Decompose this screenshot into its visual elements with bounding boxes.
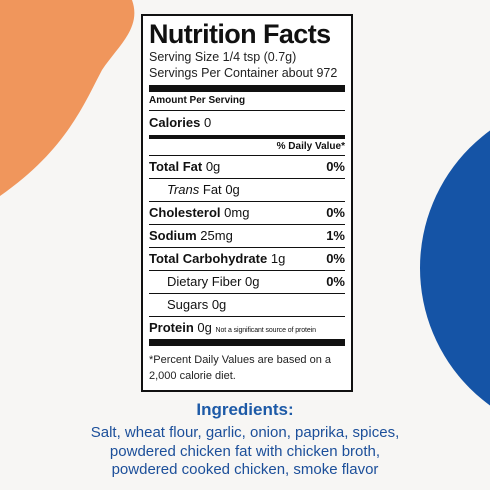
ingredients-line: Salt, wheat flour, garlic, onion, paprik… (90, 424, 400, 441)
nutrient-amount: 0g (197, 320, 212, 335)
nutrient-amount: 0g (225, 182, 240, 197)
nutrient-label: Sodium (149, 228, 197, 243)
nutrient-left: Dietary Fiber 0g (149, 271, 260, 293)
nutrient-amount: 0mg (224, 205, 250, 220)
daily-value-text: % Daily Value* (276, 141, 345, 152)
calories-label: Calories (149, 115, 201, 130)
thick-rule (149, 339, 345, 346)
nutrient-amount: 25mg (200, 228, 233, 243)
nutrient-left: Sugars 0g (149, 294, 226, 316)
blue-circle (420, 130, 490, 406)
footnote: *Percent Daily Values are based on a 2,0… (149, 354, 332, 382)
nutrient-left: Total Carbohydrate 1g (149, 248, 285, 270)
nutrient-label-italic: Trans (167, 182, 200, 197)
nutrient-label: Dietary Fiber (167, 274, 242, 289)
nutrient-row: Trans Fat 0g (149, 179, 345, 202)
nutrient-left: Total Fat 0g (149, 156, 220, 178)
ingredients-text: Salt, wheat flour, garlic, onion, paprik… (0, 424, 490, 480)
daily-value: 0% (326, 205, 345, 220)
nutrition-label: Nutrition Facts Serving Size 1/4 tsp (0.… (141, 14, 353, 392)
serving-size: Serving Size 1/4 tsp (0.7g) (149, 50, 297, 64)
nutrient-left: Protein 0g Not a significant source of p… (149, 317, 316, 342)
nutrient-rows: Total Fat 0g 0% Trans Fat 0g Cholesterol 0m… (149, 156, 345, 339)
nutrient-row: Dietary Fiber 0g 0% (149, 271, 345, 294)
nutrient-amount: 0g (211, 297, 227, 312)
nutrient-row: Protein 0g Not a significant source of p… (149, 317, 345, 339)
ingredients-title: Ingredients: (196, 400, 294, 419)
nutrient-label: Protein (149, 320, 194, 335)
nutrient-left: Cholesterol 0mg (149, 202, 249, 224)
nutrient-row: Cholesterol 0mg 0% (149, 202, 345, 225)
daily-value: 1% (326, 228, 345, 243)
nutrient-label: Total Fat (149, 159, 203, 174)
ingredients-line: powdered chicken fat with chicken broth, (109, 442, 381, 460)
nutrient-left: Trans Fat 0g (149, 179, 240, 201)
label-title: Nutrition Facts (149, 19, 331, 49)
nutrient-label: Fat (202, 182, 222, 197)
nutrient-label: Total Carbohydrate (149, 251, 268, 266)
nutrient-amount: 0g (205, 159, 221, 174)
nutrient-amount: 0g (245, 274, 260, 289)
daily-value: 0% (326, 251, 345, 266)
daily-value: 0% (326, 159, 345, 174)
nutrient-row: Total Carbohydrate 1g 0% (149, 248, 345, 271)
calories-row: Calories 0 (149, 111, 345, 135)
nutrient-left: Sodium 25mg (149, 225, 233, 247)
orange-blob (0, 0, 135, 196)
calories-amount: 0 (203, 115, 212, 130)
nutrient-row: Sugars 0g (149, 294, 345, 317)
daily-value: 0% (326, 274, 345, 289)
nutrient-label: Sugars (167, 297, 209, 312)
nutrient-row: Sodium 25mg 1% (149, 225, 345, 248)
nutrient-amount: 1g (270, 251, 286, 266)
amount-per-serving: Amount Per Serving (149, 94, 345, 111)
medium-rule (149, 135, 345, 139)
nutrient-label: Cholesterol (149, 205, 221, 220)
servings-per-container: Servings Per Container about 972 (149, 66, 338, 80)
thick-rule (149, 85, 345, 92)
daily-value-header: % Daily Value* (149, 139, 345, 156)
ingredients-line: powdered cooked chicken, smoke flavor (111, 461, 379, 478)
nutrient-row: Total Fat 0g 0% (149, 156, 345, 179)
nutrient-note: Not a significant source of protein (215, 327, 316, 334)
